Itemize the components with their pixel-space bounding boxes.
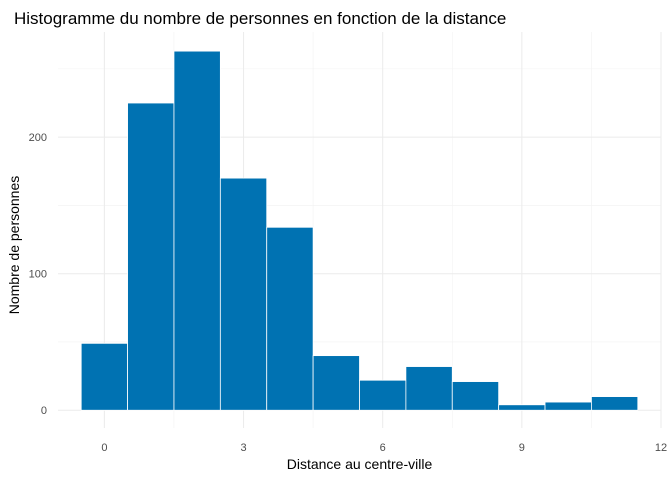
x-tick-label: 12 bbox=[655, 442, 667, 454]
y-axis-ticks: 0 100 200 bbox=[29, 132, 47, 417]
histogram-bar bbox=[312, 355, 360, 411]
histogram-bar bbox=[127, 102, 175, 411]
histogram-bar bbox=[498, 404, 546, 411]
x-axis-ticks: 0 3 6 9 12 bbox=[101, 442, 667, 454]
histogram-bar bbox=[219, 177, 268, 411]
histogram-bar bbox=[591, 396, 639, 411]
y-tick-label: 0 bbox=[41, 405, 47, 417]
histogram-bar bbox=[544, 401, 592, 411]
histogram-bar bbox=[359, 379, 407, 411]
x-tick-label: 0 bbox=[101, 442, 107, 454]
histogram-bar bbox=[451, 381, 500, 411]
x-tick-label: 6 bbox=[380, 442, 386, 454]
histogram-bar bbox=[405, 366, 453, 411]
chart-title: Histogramme du nombre de personnes en fo… bbox=[14, 9, 506, 28]
y-axis-title: Nombre de personnes bbox=[6, 176, 22, 315]
histogram-bar bbox=[266, 226, 314, 411]
histogram-bar bbox=[80, 342, 128, 411]
x-tick-label: 3 bbox=[240, 442, 246, 454]
histogram-bars bbox=[80, 50, 639, 411]
y-tick-label: 100 bbox=[29, 269, 47, 281]
y-tick-label: 200 bbox=[29, 132, 47, 144]
histogram-bar bbox=[173, 50, 221, 411]
x-axis-title: Distance au centre-ville bbox=[287, 456, 433, 472]
x-tick-label: 9 bbox=[519, 442, 525, 454]
